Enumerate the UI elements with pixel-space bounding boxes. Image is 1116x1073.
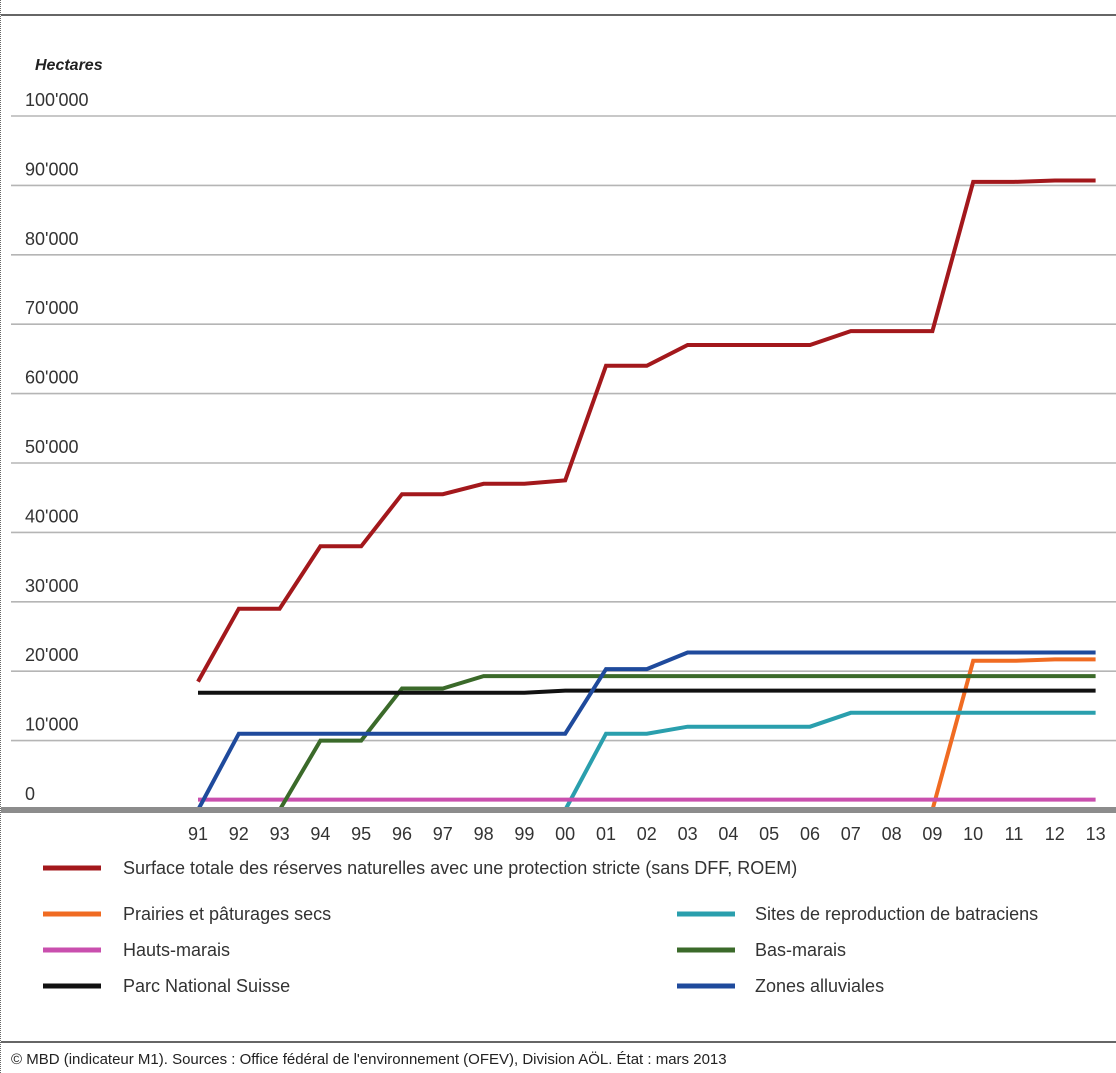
legend-label: Hauts-marais bbox=[123, 940, 230, 960]
x-tick-label: 11 bbox=[1005, 824, 1024, 844]
x-tick-label: 98 bbox=[474, 824, 494, 844]
y-tick-label: 100'000 bbox=[25, 90, 89, 110]
x-tick-label: 10 bbox=[963, 824, 983, 844]
series-layer bbox=[196, 178, 1096, 812]
y-axis-label: Hectares bbox=[35, 57, 103, 74]
series-line-5 bbox=[277, 674, 1096, 812]
x-tick-label: 04 bbox=[718, 824, 738, 844]
y-tick-label: 60'000 bbox=[25, 368, 79, 388]
x-tick-label: 96 bbox=[392, 824, 412, 844]
x-tick-label: 99 bbox=[514, 824, 534, 844]
x-tick-label: 92 bbox=[229, 824, 249, 844]
x-tick-label: 08 bbox=[882, 824, 902, 844]
y-tick-label: 40'000 bbox=[25, 506, 79, 526]
legend-label: Zones alluviales bbox=[755, 976, 884, 996]
y-tick-labels: 0 10'000 20'000 30'000 40'000 50'000 60'000 70'… bbox=[25, 90, 89, 804]
legend-label: Prairies et pâturages secs bbox=[123, 904, 331, 924]
series-line-7 bbox=[196, 650, 1096, 811]
x-tick-label: 12 bbox=[1045, 824, 1065, 844]
y-tick-label: 20'000 bbox=[25, 645, 79, 665]
y-tick-label: 0 bbox=[25, 784, 35, 804]
x-tick-label: 91 bbox=[188, 824, 208, 844]
y-tick-label: 10'000 bbox=[25, 715, 79, 735]
y-tick-label: 80'000 bbox=[25, 229, 79, 249]
series-line-2 bbox=[930, 657, 1096, 811]
legend-label: Bas-marais bbox=[755, 940, 846, 960]
x-tick-label: 95 bbox=[351, 824, 371, 844]
x-tick-label: 03 bbox=[678, 824, 698, 844]
x-tick-label: 97 bbox=[433, 824, 453, 844]
series-line-6 bbox=[198, 688, 1096, 695]
legend: Surface totale des réserves naturelles a… bbox=[43, 858, 1038, 996]
y-tick-label: 90'000 bbox=[25, 159, 79, 179]
x-tick-label: 13 bbox=[1086, 824, 1106, 844]
x-tick-label: 01 bbox=[596, 824, 616, 844]
x-tick-label: 94 bbox=[310, 824, 330, 844]
x-tick-labels: 91 92 93 94 95 96 97 98 99 00 01 02 03 04 05 06 07 08 09 10… bbox=[188, 824, 1106, 844]
x-tick-label: 05 bbox=[759, 824, 779, 844]
source-note: © MBD (indicateur M1). Sources : Office … bbox=[11, 1050, 727, 1068]
y-tick-label: 30'000 bbox=[25, 576, 79, 596]
grid-layer bbox=[11, 115, 1116, 742]
legend-label: Parc National Suisse bbox=[123, 976, 290, 996]
y-tick-label: 50'000 bbox=[25, 437, 79, 457]
y-tick-label: 70'000 bbox=[25, 298, 79, 318]
legend-label: Surface totale des réserves naturelles a… bbox=[123, 858, 797, 878]
series-line-3 bbox=[563, 710, 1096, 811]
x-tick-label: 93 bbox=[270, 824, 290, 844]
x-tick-label: 02 bbox=[637, 824, 657, 844]
x-tick-label: 00 bbox=[555, 824, 575, 844]
x-tick-label: 07 bbox=[841, 824, 861, 844]
series-line-1 bbox=[196, 178, 1096, 683]
x-tick-label: 06 bbox=[800, 824, 820, 844]
legend-label: Sites de reproduction de batraciens bbox=[755, 904, 1038, 924]
x-tick-label: 09 bbox=[922, 824, 942, 844]
